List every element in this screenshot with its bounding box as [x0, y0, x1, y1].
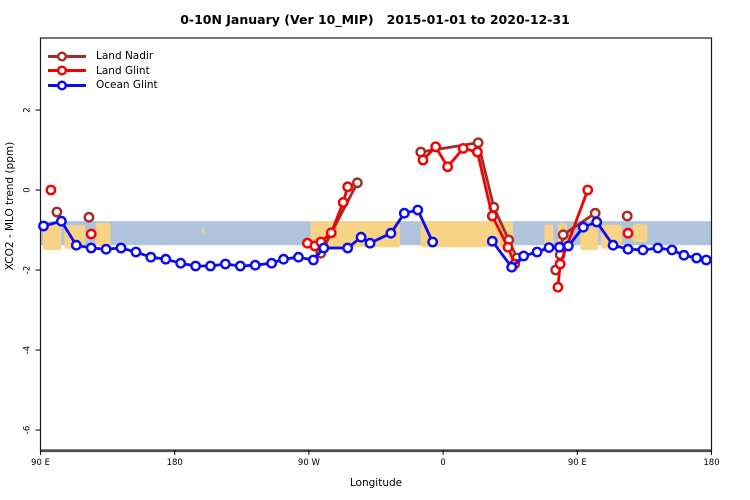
series-land-glint-point: [430, 141, 442, 153]
series-ocean-glint-point: [85, 242, 97, 254]
legend-marker-icon: [48, 80, 86, 91]
series-land-nadir-point: [83, 211, 95, 223]
series-ocean-glint-point: [55, 215, 67, 227]
land-patch: [202, 228, 205, 234]
series-land-glint-point: [325, 227, 337, 239]
series-ocean-glint-point: [652, 242, 664, 254]
series-ocean-glint-point: [518, 250, 530, 262]
series-land-glint-point: [45, 184, 57, 196]
series-ocean-glint-point: [691, 252, 702, 264]
series-ocean-glint-point: [591, 216, 603, 228]
series-land-glint-point: [622, 227, 634, 239]
series-ocean-glint-point: [427, 236, 439, 248]
series-ocean-glint-point: [234, 260, 246, 272]
series-land-nadir-point: [51, 206, 63, 218]
y-tick-label: 0: [23, 187, 33, 192]
series-ocean-glint-point: [364, 237, 376, 249]
y-tick-label: 2: [23, 107, 33, 112]
x-tick-label: 180: [703, 458, 719, 468]
series-ocean-glint-point: [38, 220, 49, 232]
series-ocean-glint-point: [318, 242, 330, 254]
series-ocean-glint-point: [278, 253, 289, 265]
chart-title: 0-10N January (Ver 10_MIP) 2015-01-01 to…: [180, 12, 570, 27]
series-ocean-glint-point: [622, 243, 634, 255]
series-ocean-glint-point: [607, 239, 619, 251]
legend-item-ocean-glint: Ocean Glint: [46, 78, 158, 93]
x-tick-label: 90 E: [31, 458, 50, 468]
land-patch: [95, 222, 111, 246]
series-land-nadir-point: [557, 229, 569, 241]
series-ocean-glint-point: [100, 243, 112, 255]
series-land-nadir-point: [621, 210, 633, 222]
series-ocean-glint-point: [145, 251, 157, 263]
series-ocean-glint-point: [249, 259, 261, 271]
legend-label: Ocean Glint: [96, 79, 158, 92]
x-tick-label: 180: [167, 458, 183, 468]
series-ocean-glint-point: [506, 261, 518, 273]
series-land-nadir-line: [319, 181, 359, 255]
legend-marker-icon: [48, 51, 86, 62]
x-tick-label: 90 W: [298, 458, 321, 468]
legend-item-land-nadir: Land Nadir: [46, 49, 158, 64]
series-land-glint-point: [552, 281, 564, 293]
legend-label: Land Glint: [96, 64, 150, 77]
series-ocean-glint-point: [160, 253, 172, 265]
legend: Land Nadir Land Glint Ocean Glint: [46, 49, 158, 93]
series-ocean-glint-point: [562, 240, 574, 252]
series-ocean-glint-point: [293, 251, 304, 263]
series-land-glint-point: [85, 228, 97, 240]
y-axis-title: XCO2 - MLO trend (ppm): [4, 142, 16, 270]
series-ocean-glint-point: [543, 242, 555, 254]
series-ocean-glint-point: [678, 249, 690, 261]
series-ocean-glint-point: [355, 231, 367, 243]
legend-item-land-glint: Land Glint: [46, 64, 158, 79]
series-ocean-glint-point: [554, 241, 565, 253]
series-ocean-glint-point: [205, 260, 216, 272]
series-land-glint-point: [582, 184, 594, 196]
series-land-glint-point: [417, 154, 429, 166]
y-tick-label: -6: [23, 426, 33, 434]
series-ocean-glint-point: [266, 257, 278, 269]
land-patch: [544, 224, 554, 247]
series-land-nadir-point: [472, 137, 484, 149]
series-ocean-glint-point: [700, 254, 712, 266]
series-land-glint-point: [342, 181, 354, 193]
series-land-nadir-point: [351, 177, 363, 189]
y-tick-label: -2: [23, 266, 33, 274]
series-land-glint-point: [502, 241, 514, 253]
x-tick-label: 90 E: [568, 458, 587, 468]
series-ocean-glint-point: [219, 258, 231, 270]
series-ocean-glint-point: [666, 244, 678, 256]
series-ocean-glint-point: [70, 239, 82, 251]
series-ocean-glint-point: [385, 227, 397, 239]
series-ocean-glint-point: [486, 235, 498, 247]
series-land-glint-point: [337, 196, 349, 208]
series-land-glint-point: [442, 161, 453, 173]
series-ocean-glint-point: [342, 242, 354, 254]
y-tick-label: -4: [23, 346, 33, 354]
series-ocean-glint-point: [577, 221, 589, 233]
series-ocean-glint-point: [190, 260, 201, 272]
legend-label: Land Nadir: [96, 50, 154, 63]
series-ocean-glint-point: [175, 257, 187, 269]
land-patch: [632, 224, 648, 242]
series-ocean-glint-point: [130, 246, 142, 258]
series-land-glint-point: [554, 258, 566, 270]
x-axis-title: Longitude: [350, 477, 402, 489]
series-land-glint-point: [457, 142, 469, 154]
series-ocean-glint-point: [398, 207, 410, 219]
series-ocean-glint-point: [307, 254, 319, 266]
series-land-nadir-point: [589, 207, 601, 219]
x-tick-label: 0: [440, 458, 445, 468]
series-ocean-glint-point: [637, 244, 649, 256]
series-land-glint-point: [486, 210, 498, 222]
series-ocean-glint-point: [412, 204, 424, 216]
legend-marker-icon: [48, 65, 86, 76]
series-ocean-glint-point: [115, 242, 127, 254]
series-ocean-glint-point: [531, 246, 543, 258]
series-land-glint-point: [471, 146, 483, 158]
